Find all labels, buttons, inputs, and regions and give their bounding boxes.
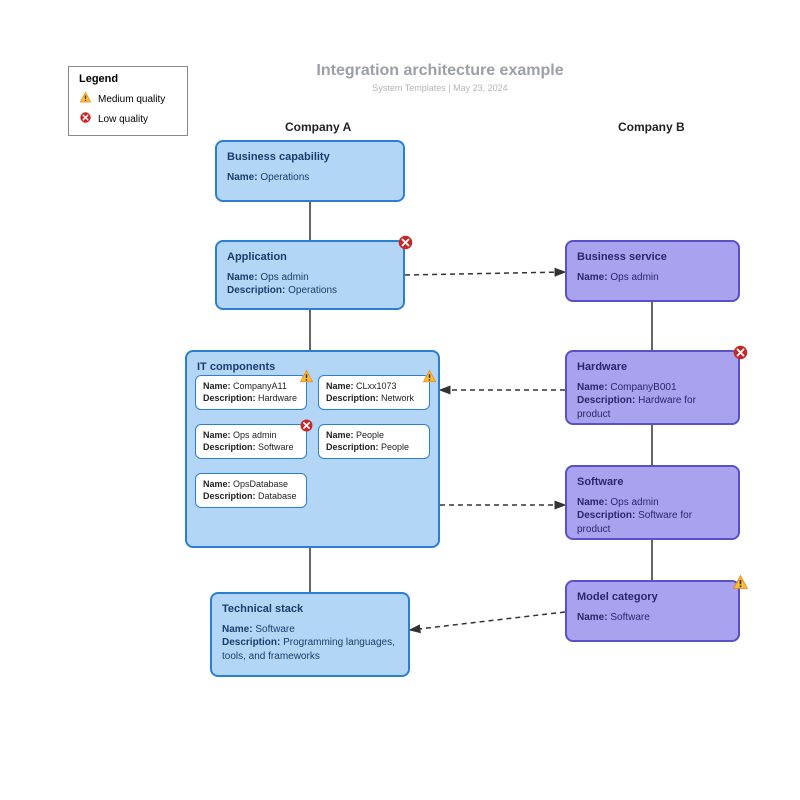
- node-title: Business service: [577, 250, 728, 265]
- node-line: Name: CompanyB001: [577, 381, 728, 395]
- legend-box: Legend Medium quality Low quality: [68, 66, 188, 136]
- error-icon: [79, 111, 92, 127]
- node-title: Application: [227, 250, 393, 265]
- legend-title: Legend: [79, 73, 177, 85]
- it-component: Name: CompanyA11Description: Hardware: [195, 375, 307, 410]
- warn-icon: [299, 369, 315, 385]
- legend-medium-label: Medium quality: [98, 94, 165, 105]
- node-line: Description: Operations: [227, 284, 393, 298]
- node-line: Description: Hardware for product: [577, 394, 728, 421]
- node-model-category: Model category Name: Software: [565, 580, 740, 642]
- node-title: Model category: [577, 590, 728, 605]
- error-icon: [299, 418, 315, 434]
- error-icon: [732, 344, 748, 360]
- legend-low: Low quality: [79, 111, 177, 127]
- it-component: Name: CLxx1073Description: Network: [318, 375, 430, 410]
- node-title: Business capability: [227, 150, 393, 165]
- node-title: Software: [577, 475, 728, 490]
- node-technical-stack: Technical stack Name: Software Descripti…: [210, 592, 410, 677]
- column-header-a: Company A: [285, 120, 351, 134]
- node-line: Description: Software for product: [577, 509, 728, 536]
- page-subtitle: System Templates | May 23, 2024: [300, 83, 580, 93]
- warn-icon: [79, 91, 92, 107]
- node-title: Technical stack: [222, 602, 398, 617]
- warn-icon: [422, 369, 438, 385]
- node-line: Name: Operations: [227, 171, 393, 185]
- node-line: Name: Ops admin: [577, 271, 728, 285]
- it-component: Name: Ops adminDescription: Software: [195, 424, 307, 459]
- error-icon: [397, 234, 413, 250]
- it-component: Name: OpsDatabaseDescription: Database: [195, 473, 307, 508]
- node-line: Description: Programming languages, tool…: [222, 636, 398, 663]
- node-software: Software Name: Ops admin Description: So…: [565, 465, 740, 540]
- node-business-capability: Business capability Name: Operations: [215, 140, 405, 202]
- node-line: Name: Software: [222, 623, 398, 637]
- node-line: Name: Ops admin: [227, 271, 393, 285]
- legend-low-label: Low quality: [98, 114, 148, 125]
- warn-icon: [732, 574, 748, 590]
- it-component: Name: PeopleDescription: People: [318, 424, 430, 459]
- legend-medium: Medium quality: [79, 91, 177, 107]
- column-header-b: Company B: [618, 120, 685, 134]
- node-hardware: Hardware Name: CompanyB001 Description: …: [565, 350, 740, 425]
- node-line: Name: Software: [577, 611, 728, 625]
- page-title: Integration architecture example: [300, 62, 580, 80]
- node-line: Name: Ops admin: [577, 496, 728, 510]
- node-business-service: Business service Name: Ops admin: [565, 240, 740, 302]
- title-block: Integration architecture example System …: [300, 62, 580, 93]
- node-title: Hardware: [577, 360, 728, 375]
- node-application: Application Name: Ops admin Description:…: [215, 240, 405, 310]
